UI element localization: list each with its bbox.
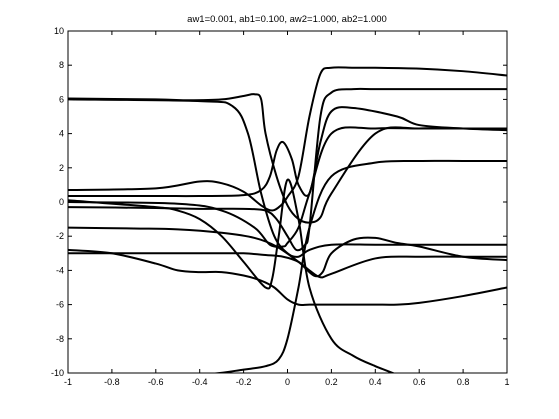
series-line-9 (68, 106, 507, 198)
y-tick-label: 4 (59, 129, 64, 139)
y-tick-label: 2 (59, 163, 64, 173)
x-tick-label: 0.2 (325, 377, 338, 387)
series-line-1 (209, 159, 507, 373)
y-tick-label: -4 (56, 265, 64, 275)
series-line-6 (68, 248, 507, 306)
series-line-10 (68, 87, 507, 252)
series-line-5 (68, 252, 507, 279)
y-tick-label: -8 (56, 334, 64, 344)
y-tick-label: 8 (59, 60, 64, 70)
x-tick-label: -1 (64, 377, 72, 387)
x-tick-label: 0.6 (413, 377, 426, 387)
x-tick-label: -0.4 (192, 377, 208, 387)
x-tick-label: 0 (285, 377, 290, 387)
chart-title: aw1=0.001, ab1=0.100, aw2=1.000, ab2=1.0… (187, 14, 387, 25)
series-line-7 (68, 66, 507, 212)
y-tick-label: -2 (56, 231, 64, 241)
series-group (68, 66, 507, 373)
x-axis: -1 -0.8 -0.6 -0.4 -0.2 0 0.2 0.4 0.6 0.8 1 (64, 31, 510, 387)
y-tick-label: -10 (51, 368, 64, 378)
x-tick-label: 1 (504, 377, 509, 387)
y-tick-label: 6 (59, 94, 64, 104)
series-line-11 (68, 178, 396, 373)
x-tick-label: -0.6 (148, 377, 164, 387)
y-axis: -10 -8 -6 -4 -2 0 2 4 6 8 10 (51, 26, 507, 378)
x-tick-label: 0.8 (457, 377, 470, 387)
y-tick-label: 0 (59, 197, 64, 207)
x-tick-label: -0.2 (236, 377, 252, 387)
x-tick-label: -0.8 (104, 377, 120, 387)
series-line-8 (68, 93, 507, 224)
y-tick-label: 10 (54, 26, 64, 36)
x-tick-label: 0.4 (369, 377, 382, 387)
y-tick-label: -6 (56, 300, 64, 310)
